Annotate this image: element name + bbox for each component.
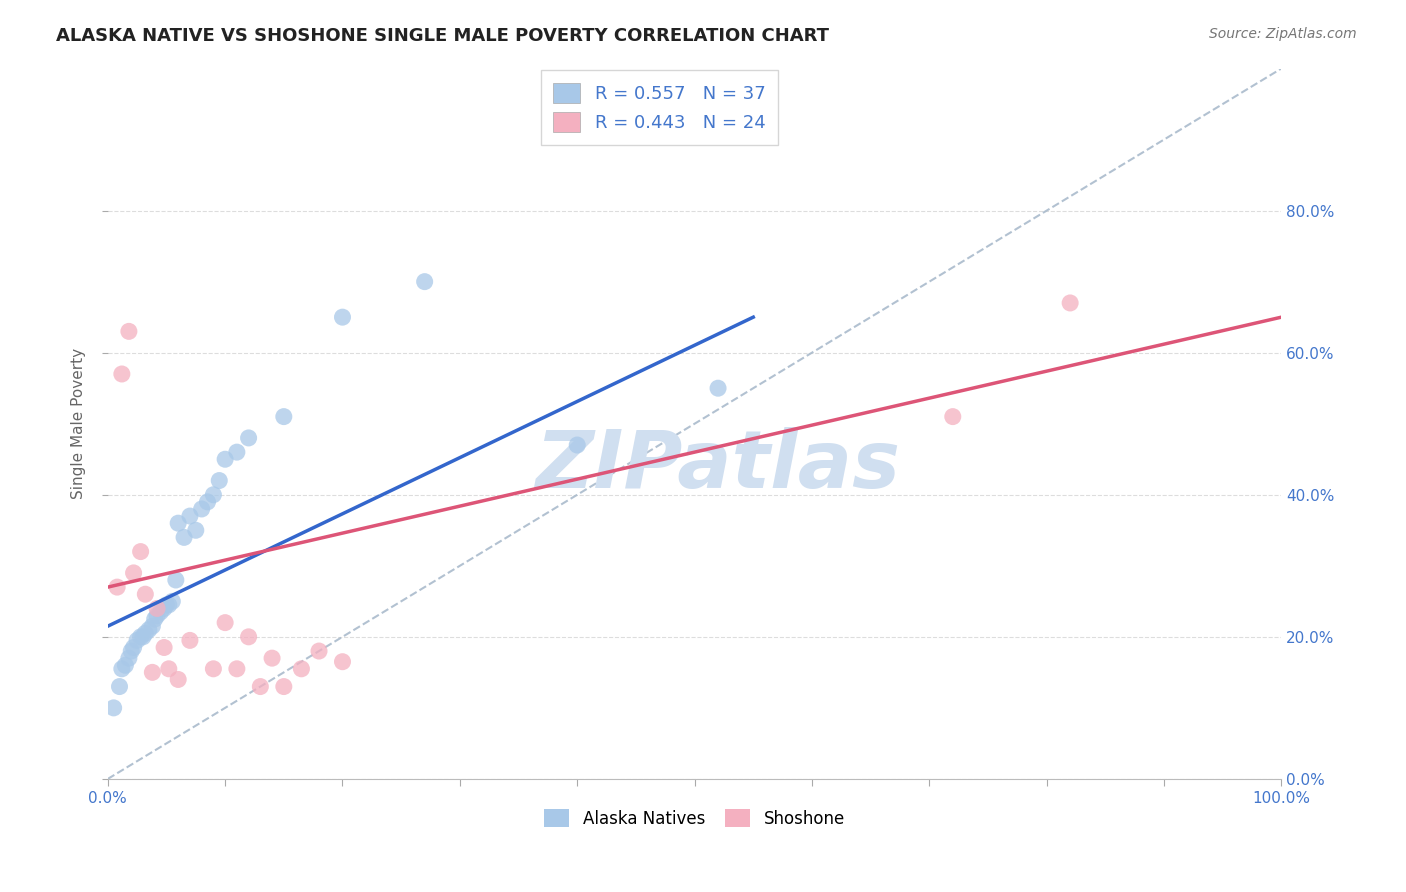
Alaska Natives	[238, 431, 260, 445]
Shoshone	[249, 680, 271, 694]
Shoshone	[332, 655, 354, 669]
Shoshone	[118, 324, 141, 338]
Alaska Natives	[127, 633, 149, 648]
Text: ZIPatlas: ZIPatlas	[536, 427, 901, 506]
Shoshone	[225, 662, 247, 676]
Shoshone	[942, 409, 965, 424]
Shoshone	[167, 673, 190, 687]
Shoshone	[179, 633, 201, 648]
Shoshone	[1059, 296, 1081, 310]
Alaska Natives	[413, 275, 436, 289]
Shoshone	[157, 662, 180, 676]
Alaska Natives	[208, 474, 231, 488]
Alaska Natives	[332, 310, 354, 325]
Alaska Natives	[197, 495, 219, 509]
Alaska Natives	[157, 598, 180, 612]
Shoshone	[273, 680, 295, 694]
Alaska Natives	[707, 381, 730, 395]
Y-axis label: Single Male Poverty: Single Male Poverty	[72, 348, 86, 500]
Alaska Natives	[173, 530, 195, 544]
Text: ALASKA NATIVE VS SHOSHONE SINGLE MALE POVERTY CORRELATION CHART: ALASKA NATIVE VS SHOSHONE SINGLE MALE PO…	[56, 27, 830, 45]
Shoshone	[129, 544, 152, 558]
Alaska Natives	[225, 445, 247, 459]
Legend: Alaska Natives, Shoshone: Alaska Natives, Shoshone	[537, 803, 852, 835]
Alaska Natives	[103, 701, 125, 715]
Alaska Natives	[184, 523, 207, 537]
Shoshone	[105, 580, 128, 594]
Alaska Natives	[111, 662, 134, 676]
Shoshone	[262, 651, 284, 665]
Alaska Natives	[141, 619, 163, 633]
Alaska Natives	[190, 502, 212, 516]
Alaska Natives	[567, 438, 589, 452]
Shoshone	[238, 630, 260, 644]
Alaska Natives	[134, 626, 156, 640]
Shoshone	[146, 601, 169, 615]
Alaska Natives	[132, 630, 155, 644]
Alaska Natives	[108, 680, 131, 694]
Shoshone	[122, 566, 145, 580]
Alaska Natives	[118, 651, 141, 665]
Alaska Natives	[202, 488, 225, 502]
Alaska Natives	[214, 452, 236, 467]
Shoshone	[308, 644, 330, 658]
Text: Source: ZipAtlas.com: Source: ZipAtlas.com	[1209, 27, 1357, 41]
Shoshone	[202, 662, 225, 676]
Shoshone	[214, 615, 236, 630]
Shoshone	[290, 662, 312, 676]
Alaska Natives	[155, 598, 177, 612]
Alaska Natives	[167, 516, 190, 531]
Alaska Natives	[120, 644, 142, 658]
Alaska Natives	[114, 658, 136, 673]
Alaska Natives	[149, 605, 172, 619]
Alaska Natives	[146, 608, 169, 623]
Alaska Natives	[143, 612, 166, 626]
Shoshone	[134, 587, 156, 601]
Alaska Natives	[129, 630, 152, 644]
Alaska Natives	[162, 594, 184, 608]
Alaska Natives	[138, 623, 160, 637]
Shoshone	[141, 665, 163, 680]
Alaska Natives	[179, 509, 201, 524]
Alaska Natives	[153, 601, 176, 615]
Shoshone	[153, 640, 176, 655]
Alaska Natives	[122, 640, 145, 655]
Shoshone	[111, 367, 134, 381]
Alaska Natives	[273, 409, 295, 424]
Alaska Natives	[165, 573, 187, 587]
